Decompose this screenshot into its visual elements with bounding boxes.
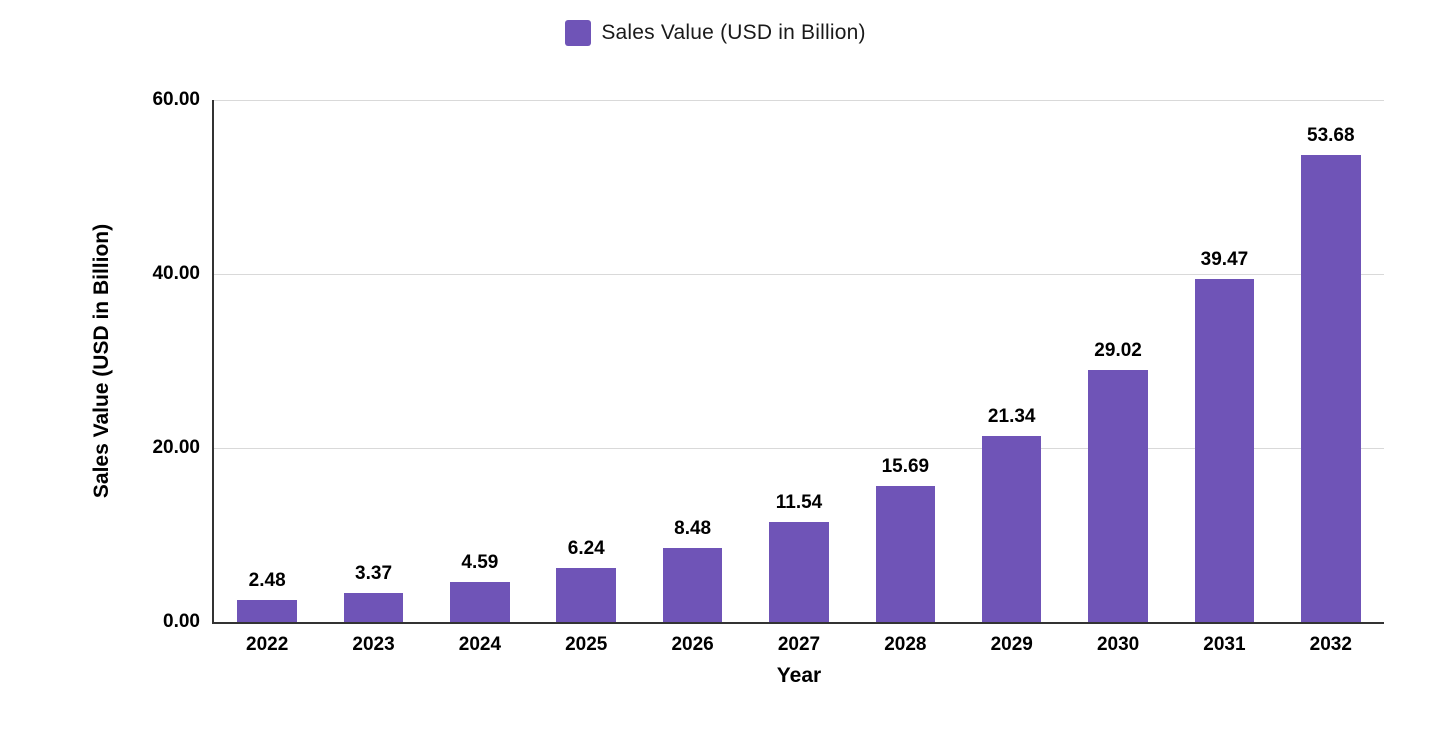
bar bbox=[982, 436, 1042, 622]
sales-bar-chart: Sales Value (USD in Billion) Year 0.0020… bbox=[0, 0, 1431, 736]
x-tick-label: 2024 bbox=[459, 622, 501, 656]
bar-value-label: 21.34 bbox=[988, 406, 1036, 428]
bar-slot: 15.692028 bbox=[852, 100, 958, 622]
bar-slot: 8.482026 bbox=[639, 100, 745, 622]
bar bbox=[1195, 279, 1255, 622]
bar-value-label: 4.59 bbox=[461, 552, 498, 574]
y-tick-label: 0.00 bbox=[163, 611, 214, 633]
bar-value-label: 39.47 bbox=[1201, 249, 1249, 271]
bar bbox=[876, 486, 936, 623]
x-tick-label: 2027 bbox=[778, 622, 820, 656]
bar-slot: 2.482022 bbox=[214, 100, 320, 622]
bar-value-label: 2.48 bbox=[249, 570, 286, 592]
bar-slot: 6.242025 bbox=[533, 100, 639, 622]
bar bbox=[1088, 370, 1148, 622]
bar bbox=[663, 548, 723, 622]
x-tick-label: 2031 bbox=[1203, 622, 1245, 656]
bar-value-label: 8.48 bbox=[674, 518, 711, 540]
bar-slot: 39.472031 bbox=[1171, 100, 1277, 622]
bar-value-label: 53.68 bbox=[1307, 125, 1355, 147]
bar bbox=[769, 522, 829, 622]
y-tick-label: 20.00 bbox=[152, 437, 214, 459]
bar-slot: 3.372023 bbox=[320, 100, 426, 622]
bar-value-label: 11.54 bbox=[776, 492, 823, 514]
bar-slot: 53.682032 bbox=[1278, 100, 1384, 622]
x-tick-label: 2028 bbox=[884, 622, 926, 656]
legend: Sales Value (USD in Billion) bbox=[0, 20, 1431, 46]
bar bbox=[344, 593, 404, 622]
x-tick-label: 2032 bbox=[1310, 622, 1352, 656]
bar-value-label: 15.69 bbox=[882, 456, 930, 478]
bar-slot: 21.342029 bbox=[959, 100, 1065, 622]
y-axis-title: Sales Value (USD in Billion) bbox=[90, 224, 114, 498]
x-tick-label: 2026 bbox=[671, 622, 713, 656]
legend-label: Sales Value (USD in Billion) bbox=[601, 21, 865, 45]
x-tick-label: 2025 bbox=[565, 622, 607, 656]
bar bbox=[237, 600, 297, 622]
bar-value-label: 6.24 bbox=[568, 538, 605, 560]
plot-area: Year 0.0020.0040.0060.002.4820223.372023… bbox=[212, 100, 1384, 624]
bar bbox=[450, 582, 510, 622]
x-tick-label: 2030 bbox=[1097, 622, 1139, 656]
x-tick-label: 2023 bbox=[352, 622, 394, 656]
bar-value-label: 29.02 bbox=[1094, 340, 1142, 362]
y-tick-label: 60.00 bbox=[152, 89, 214, 111]
bar-value-label: 3.37 bbox=[355, 563, 392, 585]
bar bbox=[556, 568, 616, 622]
legend-swatch bbox=[565, 20, 591, 46]
y-tick-label: 40.00 bbox=[152, 263, 214, 285]
x-tick-label: 2029 bbox=[991, 622, 1033, 656]
bar-slot: 4.592024 bbox=[427, 100, 533, 622]
bar bbox=[1301, 155, 1361, 622]
bar-slot: 29.022030 bbox=[1065, 100, 1171, 622]
x-tick-label: 2022 bbox=[246, 622, 288, 656]
bar-slot: 11.542027 bbox=[746, 100, 852, 622]
